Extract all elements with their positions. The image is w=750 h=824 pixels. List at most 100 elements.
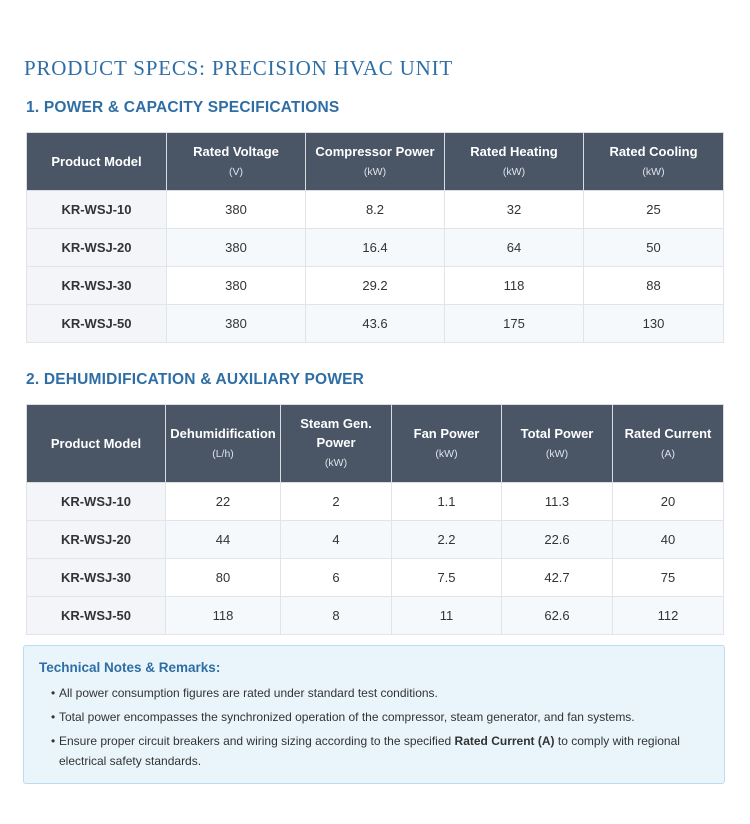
table-cell: 380 [166, 190, 306, 229]
column-header: Rated Heating (kW) [444, 132, 584, 191]
table-header: Product Model Dehumidification (L/h) Steam … [26, 404, 724, 483]
column-header-unit: (kW) [642, 165, 665, 178]
column-header: Total Power (kW) [501, 404, 613, 483]
table-cell: 22.6 [501, 520, 613, 559]
power-capacity-table: Product Model Rated Voltage (V) Compressor … [26, 132, 724, 343]
table-cell: 42.7 [501, 558, 613, 597]
column-header: Fan Power (kW) [391, 404, 502, 483]
column-header-unit: (kW) [324, 457, 348, 469]
header-row: Product Model Dehumidification (L/h) Steam … [26, 404, 724, 483]
table-cell: 43.6 [305, 304, 445, 343]
table-row: KR-WSJ-50 380 43.6 175 130 [26, 304, 724, 343]
table-row: KR-WSJ-20 380 16.4 64 50 [26, 228, 724, 267]
column-header: Product Model [26, 404, 166, 483]
table-cell: 25 [583, 190, 724, 229]
column-header-label: Fan Power [413, 425, 480, 441]
table-cell: 88 [583, 266, 724, 305]
table-cell: 112 [612, 596, 724, 635]
product-model-cell: KR-WSJ-30 [26, 558, 166, 597]
table-row: KR-WSJ-10 380 8.2 32 25 [26, 190, 724, 229]
product-model-cell: KR-WSJ-10 [26, 482, 166, 521]
table-cell: 2.2 [391, 520, 502, 559]
table-cell: 11 [391, 596, 502, 635]
table-row: KR-WSJ-50 118 8 11 62.6 112 [26, 596, 724, 635]
table-cell: 75 [612, 558, 724, 597]
column-header-label: Rated Cooling [609, 143, 698, 159]
table-cell: 175 [444, 304, 584, 343]
product-model-cell: KR-WSJ-50 [26, 304, 167, 343]
table-cell: 11.3 [501, 482, 613, 521]
notes-title: Technical Notes & Remarks: [39, 660, 221, 675]
dehumidification-table: Product Model Dehumidification (L/h) Steam … [26, 404, 724, 635]
product-model-cell: KR-WSJ-50 [26, 596, 166, 635]
column-header-label: Steam Gen. Power [300, 416, 372, 450]
table-cell: 6 [280, 558, 392, 597]
table-cell: 20 [612, 482, 724, 521]
table-header: Product Model Rated Voltage (V) Compressor … [26, 132, 724, 191]
column-header: Product Model [26, 132, 167, 191]
column-header-label: Product Model [50, 436, 142, 451]
table-cell: 22 [165, 482, 281, 521]
table-row: KR-WSJ-20 44 4 2.2 22.6 40 [26, 520, 724, 559]
table-row: KR-WSJ-30 380 29.2 118 88 [26, 266, 724, 305]
table-body: KR-WSJ-10 380 8.2 32 25 KR-WSJ-20 380 16.4 64 50 K… [26, 190, 724, 343]
product-model-cell: KR-WSJ-30 [26, 266, 167, 305]
table-cell: 8.2 [305, 190, 445, 229]
table-cell: 118 [444, 266, 584, 305]
note-item: Total power encompasses the synchronized… [39, 707, 708, 727]
note-text: Ensure proper circuit breakers and wirin… [59, 734, 455, 748]
table-row: KR-WSJ-30 80 6 7.5 42.7 75 [26, 558, 724, 597]
column-header-unit: (kW) [545, 447, 569, 460]
column-header-label: Rated Current [624, 425, 712, 441]
column-header-label: Dehumidification [170, 425, 276, 441]
note-text: All power consumption figures are rated … [59, 686, 438, 700]
table-cell: 1.1 [391, 482, 502, 521]
page-title: PRODUCT SPECS: PRECISION HVAC UNIT [24, 56, 454, 80]
table-body: KR-WSJ-10 22 2 1.1 11.3 20 KR-WSJ-20 44 4 2.2 22.6… [26, 482, 724, 635]
product-model-cell: KR-WSJ-20 [26, 520, 166, 559]
table-cell: 8 [280, 596, 392, 635]
table-cell: 2 [280, 482, 392, 521]
column-header-unit: (kW) [363, 165, 387, 178]
column-header-label: Compressor Power [315, 143, 435, 159]
table-cell: 380 [166, 304, 306, 343]
note-text: to comply with regional electrical safet… [59, 734, 680, 768]
table-cell: 7.5 [391, 558, 502, 597]
column-header: Compressor Power (kW) [305, 132, 445, 191]
column-header-unit: (kW) [435, 447, 458, 460]
table-cell: 62.6 [501, 596, 613, 635]
table-cell: 40 [612, 520, 724, 559]
table-cell: 4 [280, 520, 392, 559]
header-row: Product Model Rated Voltage (V) Compressor … [26, 132, 724, 191]
table-cell: 118 [165, 596, 281, 635]
column-header-unit: (L/h) [212, 447, 234, 460]
section-title-dehumidification: 2. DEHUMIDIFICATION & AUXILIARY POWER [26, 371, 365, 388]
note-text: Total power encompasses the synchronized… [59, 710, 635, 724]
table-cell: 80 [165, 558, 281, 597]
column-header-label: Rated Heating [470, 143, 558, 159]
column-header-unit: (A) [661, 447, 675, 460]
note-emphasis: Rated Current (A) [454, 734, 555, 748]
technical-notes-box: Technical Notes & Remarks: All power con… [23, 645, 725, 784]
column-header-unit: (V) [229, 165, 243, 178]
table-row: KR-WSJ-10 22 2 1.1 11.3 20 [26, 482, 724, 521]
note-item: Ensure proper circuit breakers and wirin… [39, 731, 708, 771]
table-cell: 44 [165, 520, 281, 559]
table-cell: 130 [583, 304, 724, 343]
table-cell: 50 [583, 228, 724, 267]
table-cell: 32 [444, 190, 584, 229]
column-header: Dehumidification (L/h) [165, 404, 281, 483]
notes-list: All power consumption figures are rated … [39, 683, 708, 771]
column-header-label: Product Model [51, 154, 142, 169]
table-cell: 29.2 [305, 266, 445, 305]
column-header: Steam Gen. Power (kW) [280, 404, 392, 483]
table-cell: 380 [166, 228, 306, 267]
column-header-label: Rated Voltage [193, 143, 279, 159]
note-item: All power consumption figures are rated … [39, 683, 708, 703]
column-header-label: Total Power [520, 425, 594, 441]
table-cell: 380 [166, 266, 306, 305]
column-header: Rated Cooling (kW) [583, 132, 724, 191]
column-header: Rated Current (A) [612, 404, 724, 483]
column-header: Rated Voltage (V) [166, 132, 306, 191]
product-model-cell: KR-WSJ-20 [26, 228, 167, 267]
